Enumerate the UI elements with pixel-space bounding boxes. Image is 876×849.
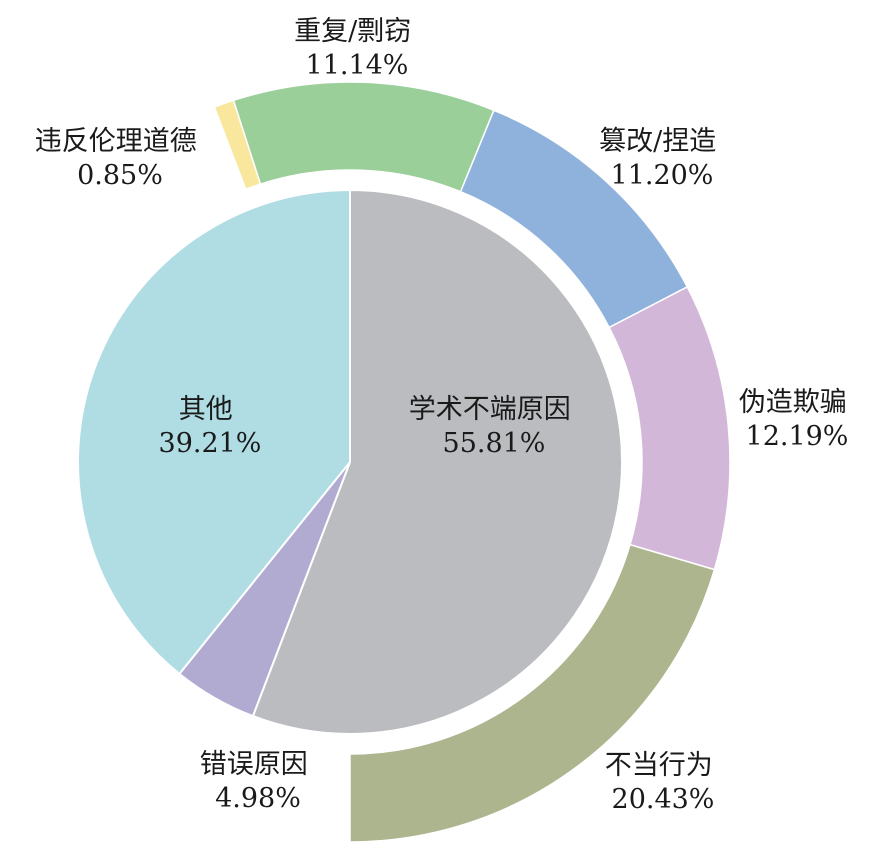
slice-label-misconduct-behavior: 不当行为 20.43% [605, 750, 722, 815]
inner-pie [77, 188, 623, 735]
inner-slice-学术不端原因 [251, 188, 623, 735]
slice-label-falsification: 篡改/捏造 11.20% [599, 126, 725, 191]
inner-slice-其他 [77, 188, 351, 676]
slice-label-error: 错误原因 4.98% [200, 749, 317, 814]
labels: 学术不端原因 55.81% 其他 39.21% 错误原因 4.98% 违反伦理道… [35, 16, 856, 815]
slice-label-ethics-violation: 违反伦理道德 0.85% [35, 126, 206, 191]
slice-label-fraud: 伪造欺骗 12.19% [739, 387, 856, 452]
outer-slice-不当行为 [349, 543, 716, 843]
outer-slice-伪造欺骗 [608, 285, 731, 571]
outer-ring [213, 81, 731, 843]
slice-label-plagiarism: 重复/剽窃 11.14% [294, 16, 420, 81]
slice-label-other: 其他 39.21% [159, 394, 262, 459]
slice-label-academic-misconduct: 学术不端原因 55.81% [409, 394, 580, 459]
outer-slice-重复-剽窃 [232, 81, 495, 193]
